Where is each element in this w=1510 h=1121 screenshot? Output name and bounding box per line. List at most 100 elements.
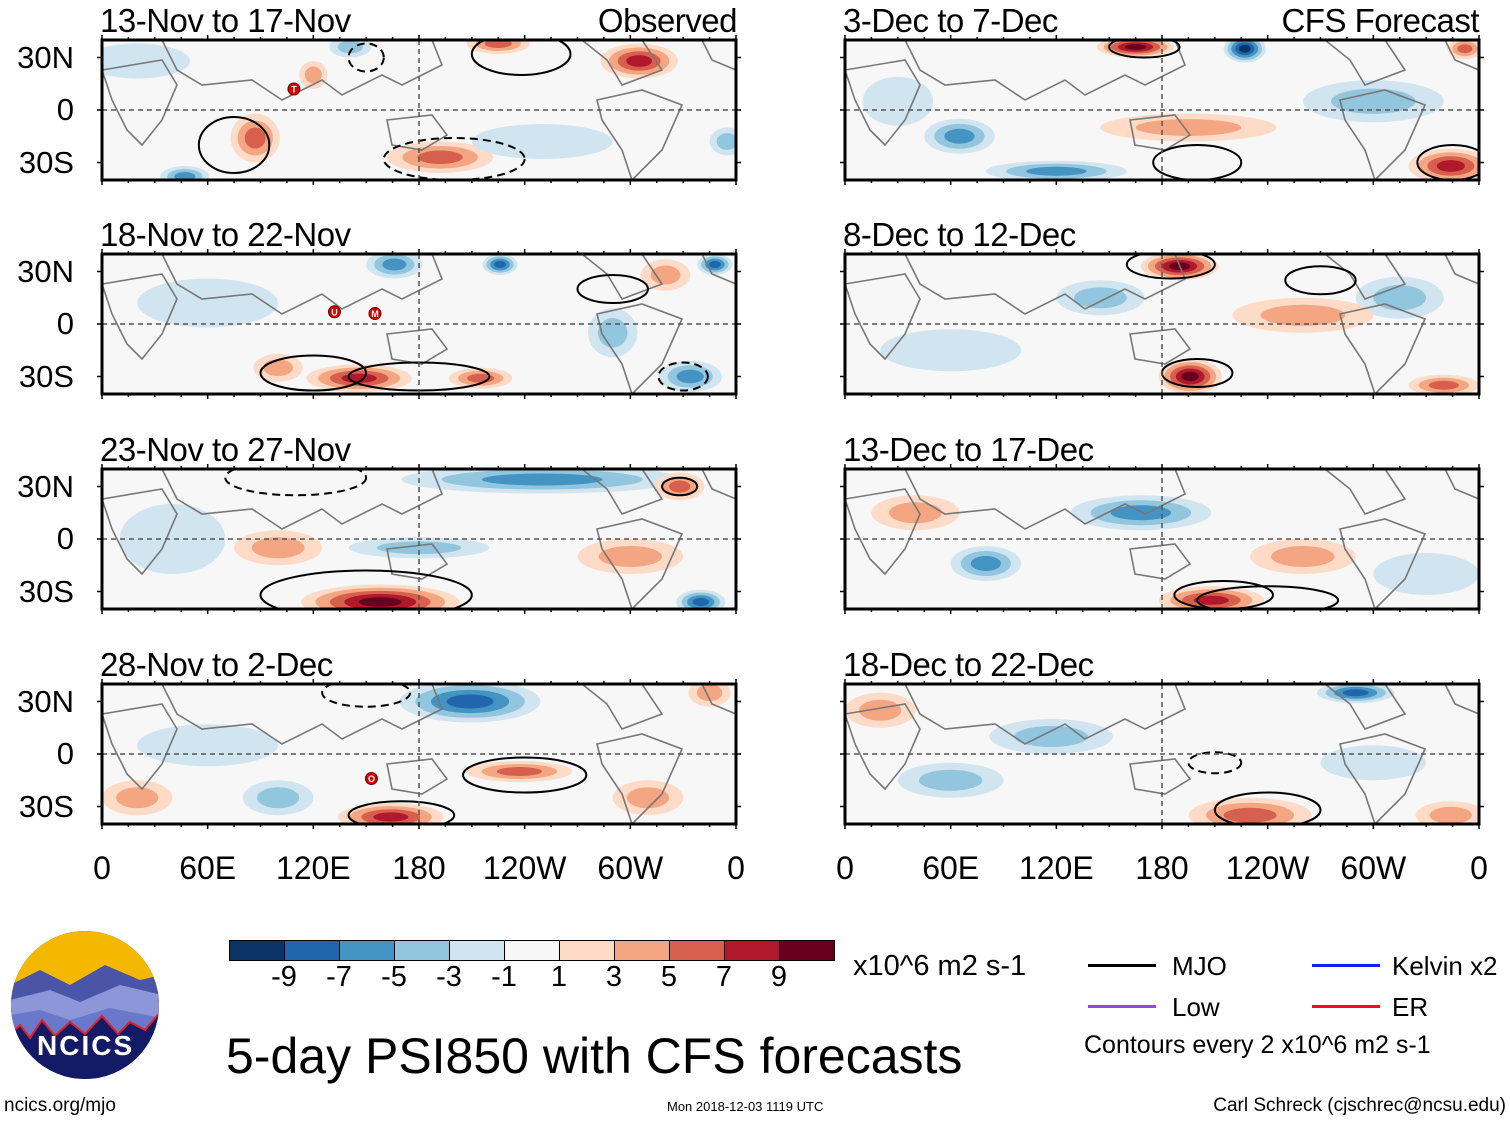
- anomaly-shading: [1181, 371, 1199, 382]
- coastline: [580, 684, 664, 730]
- anomaly-shading: [481, 473, 603, 486]
- forecast-label: CFS Forecast: [1281, 2, 1479, 39]
- coastline: [102, 488, 178, 576]
- tropical-cyclone-marker: O: [364, 772, 378, 785]
- mjo-contour-negative: [224, 469, 368, 497]
- mjo-contour-positive: [1416, 144, 1479, 180]
- anomaly-shading: [256, 787, 300, 809]
- anomaly-shading: [1014, 726, 1089, 747]
- coastline: [845, 59, 921, 147]
- logo-text: NCICS: [37, 1030, 135, 1061]
- x-tick-label: 120E: [275, 850, 351, 886]
- storm-letter: U: [331, 307, 338, 317]
- y-tick-label: 0: [56, 92, 74, 127]
- x-tick-label: 60W: [1340, 850, 1407, 886]
- coastline: [386, 543, 449, 580]
- colorbar-swatch: [504, 940, 560, 961]
- website-link[interactable]: ncics.org/mjo: [4, 1095, 116, 1116]
- map-panel-observed: O: [97, 679, 741, 829]
- coastline: [1339, 89, 1427, 180]
- colorbar-swatch: [449, 940, 505, 961]
- anomaly-shading: [484, 40, 512, 48]
- coastline: [904, 40, 1187, 101]
- ncics-logo: [11, 931, 159, 1079]
- x-tick-label: 0: [1470, 850, 1488, 886]
- observed-label: Observed: [597, 2, 738, 39]
- anomaly-shading: [626, 55, 653, 67]
- legend-er-label: ER: [1392, 992, 1429, 1022]
- anomaly-shading: [1331, 88, 1416, 114]
- y-tick-label: 30N: [17, 39, 74, 75]
- anomaly-shading: [1429, 806, 1472, 824]
- y-tick-label: 30S: [18, 573, 74, 609]
- anomaly-shading: [1320, 745, 1427, 781]
- anomaly-shading: [119, 504, 226, 574]
- anomaly-shading: [880, 329, 1022, 372]
- coastline: [596, 518, 684, 609]
- coastline: [1339, 518, 1427, 609]
- anomaly-shading: [859, 699, 902, 721]
- mjo-contour-negative: [347, 42, 385, 73]
- timestamp: Mon 2018-12-03 1119 UTC: [667, 1099, 824, 1114]
- panel-title: 13-Nov to 17-Nov: [100, 2, 351, 39]
- colorbar-swatch: [669, 940, 725, 961]
- map-panel-forecast: [840, 679, 1484, 829]
- mjo-contour-positive: [1213, 791, 1322, 824]
- anomaly-shading: [944, 128, 975, 144]
- colorbar-label: 3: [605, 961, 623, 993]
- panel-title: 23-Nov to 27-Nov: [100, 431, 351, 468]
- coastline: [1323, 684, 1407, 730]
- colorbar-label: 5: [660, 961, 678, 993]
- y-tick-label: 30N: [17, 253, 74, 289]
- coastline: [1444, 40, 1479, 71]
- panel-title: 13-Dec to 17-Dec: [843, 431, 1094, 468]
- anomaly-shading: [1073, 287, 1127, 309]
- legend-low-label: Low: [1172, 992, 1220, 1022]
- y-tick-label: 30S: [18, 144, 74, 180]
- anomaly-shading: [496, 767, 543, 776]
- anomaly-shading: [1428, 380, 1459, 390]
- anomaly-shading: [174, 172, 196, 180]
- coastline: [580, 40, 664, 86]
- mjo-contour-positive: [347, 800, 456, 824]
- anomaly-shading: [358, 597, 402, 607]
- y-tick-label: 30S: [18, 358, 74, 394]
- x-tick-label: 0: [836, 850, 854, 886]
- mjo-contour-positive: [1152, 144, 1243, 180]
- colorbar-label: 9: [770, 961, 788, 993]
- coastline: [1444, 254, 1479, 285]
- coastline: [102, 59, 178, 147]
- coastline: [580, 469, 664, 515]
- tropical-cyclone-marker: M: [368, 307, 382, 320]
- anomaly-shading: [1271, 546, 1335, 567]
- map-panel-observed: T: [97, 35, 741, 185]
- mjo-contour-positive: [661, 476, 699, 497]
- mjo-contour-positive: [1196, 585, 1340, 609]
- contour-note: Contours every 2 x10^6 m2 s-1: [1084, 1031, 1431, 1059]
- coastline: [596, 303, 684, 394]
- colorbar-label: -7: [326, 961, 352, 993]
- colorbar-label: -1: [491, 961, 517, 993]
- colorbar-label: 1: [550, 961, 568, 993]
- mjo-contour-positive: [1108, 40, 1181, 59]
- x-tick-label: 60E: [179, 850, 237, 886]
- anomaly-shading: [970, 556, 1001, 571]
- x-tick-label: 120W: [482, 850, 567, 886]
- coastline: [386, 758, 449, 795]
- coastline: [904, 684, 1187, 745]
- anomaly-shading: [708, 261, 721, 268]
- coastline: [161, 469, 444, 530]
- anomaly-shading: [1457, 44, 1473, 54]
- coastline: [1323, 469, 1407, 515]
- coastline: [102, 273, 178, 361]
- mjo-contour-positive: [259, 354, 368, 392]
- anomaly-shading: [494, 261, 506, 268]
- anomaly-shading: [244, 127, 266, 149]
- coastline: [1129, 114, 1192, 151]
- colorbar-swatch: [559, 940, 615, 961]
- anomaly-shading: [696, 684, 723, 702]
- anomaly-shading: [1260, 304, 1346, 326]
- coastline: [701, 469, 736, 500]
